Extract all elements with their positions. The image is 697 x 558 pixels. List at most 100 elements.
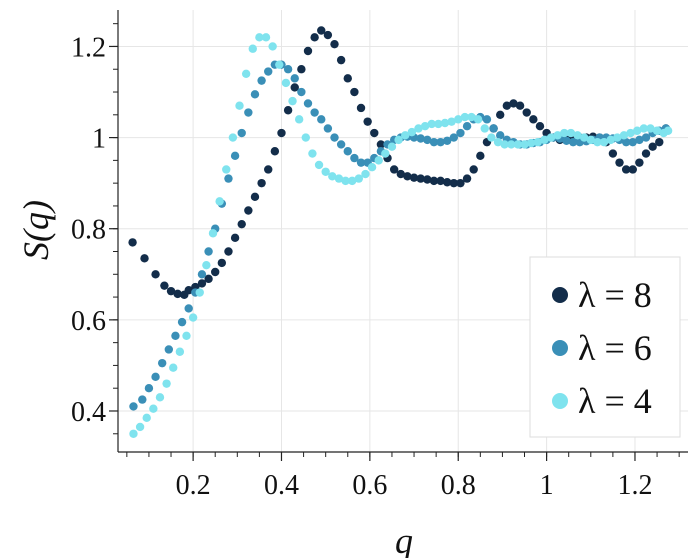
- data-point: [436, 137, 445, 147]
- data-point: [297, 87, 306, 97]
- data-point: [328, 172, 337, 181]
- legend-marker: [552, 287, 568, 303]
- data-point: [389, 165, 399, 174]
- data-point: [215, 197, 224, 206]
- data-point: [655, 137, 664, 147]
- data-point: [228, 133, 238, 142]
- data-point: [317, 26, 326, 35]
- data-point: [586, 135, 595, 145]
- data-point: [579, 133, 589, 142]
- data-point: [429, 137, 439, 147]
- data-point: [641, 133, 651, 142]
- data-point: [482, 115, 492, 124]
- data-point: [513, 140, 523, 149]
- data-point: [447, 117, 456, 126]
- data-point: [308, 149, 317, 158]
- data-point: [573, 131, 582, 140]
- data-point: [202, 260, 211, 270]
- data-point: [540, 135, 549, 145]
- data-point: [546, 133, 556, 142]
- data-point: [343, 74, 352, 83]
- x-tick-label: 0.2: [176, 470, 211, 501]
- data-point: [270, 147, 280, 156]
- data-point: [184, 286, 193, 295]
- y-tick-label: 0.4: [71, 397, 106, 428]
- data-point: [502, 101, 512, 110]
- data-point: [157, 358, 167, 368]
- data-point: [330, 133, 339, 142]
- data-point: [652, 126, 662, 135]
- data-point: [350, 153, 359, 163]
- data-point: [401, 131, 410, 140]
- data-point: [244, 108, 253, 117]
- data-point: [409, 173, 419, 182]
- data-point: [323, 30, 333, 40]
- data-point: [283, 65, 293, 74]
- data-point: [336, 140, 346, 149]
- data-point: [250, 90, 260, 99]
- data-point: [663, 126, 673, 135]
- data-point: [204, 247, 213, 256]
- legend-label: λ = 8: [578, 275, 652, 315]
- data-point: [500, 140, 509, 149]
- data-point: [562, 136, 571, 145]
- data-point: [268, 42, 277, 51]
- data-point: [257, 178, 266, 188]
- data-point: [608, 149, 618, 158]
- data-point: [224, 174, 233, 183]
- data-point: [336, 55, 346, 65]
- data-point: [162, 379, 171, 388]
- x-tick-label: 0.8: [441, 470, 476, 501]
- data-point: [626, 128, 635, 138]
- data-point: [440, 118, 450, 128]
- data-point: [230, 151, 240, 161]
- data-point: [350, 87, 359, 97]
- data-point: [414, 124, 423, 133]
- x-tick-label: 1.2: [617, 470, 652, 501]
- data-point: [635, 158, 644, 167]
- data-point: [195, 288, 204, 297]
- data-point: [615, 158, 624, 167]
- data-points: [128, 26, 673, 438]
- data-point: [476, 151, 485, 161]
- data-point: [317, 115, 326, 124]
- data-point: [208, 229, 218, 238]
- data-point: [462, 121, 472, 131]
- data-point: [169, 363, 178, 372]
- data-point: [237, 219, 246, 229]
- data-point: [160, 281, 169, 290]
- data-point: [330, 39, 339, 49]
- data-point: [509, 99, 518, 108]
- data-point: [599, 137, 609, 147]
- data-point: [321, 167, 330, 176]
- data-point: [403, 172, 412, 181]
- data-point: [277, 128, 286, 138]
- data-point: [566, 128, 576, 138]
- data-point: [621, 137, 631, 147]
- data-point: [416, 134, 425, 143]
- data-point: [593, 137, 602, 147]
- legend: λ = 8 λ = 6 λ = 4: [529, 256, 681, 438]
- data-point: [283, 106, 293, 115]
- data-point: [646, 124, 655, 133]
- legend-marker: [552, 393, 568, 409]
- data-point: [493, 137, 503, 147]
- y-axis-title: S(q): [16, 200, 56, 260]
- data-point: [515, 101, 525, 110]
- data-point: [217, 258, 227, 268]
- data-point: [261, 33, 271, 42]
- data-point: [507, 140, 516, 149]
- data-point: [628, 137, 637, 147]
- data-point: [166, 286, 176, 296]
- data-point: [135, 422, 145, 432]
- data-point: [367, 163, 377, 172]
- data-point: [140, 254, 149, 263]
- data-point: [149, 404, 158, 413]
- data-point: [533, 137, 542, 147]
- legend-marker: [552, 340, 568, 356]
- data-point: [376, 140, 386, 149]
- data-point: [354, 174, 364, 183]
- data-point: [129, 402, 138, 411]
- data-point: [526, 138, 536, 148]
- data-point: [496, 110, 505, 120]
